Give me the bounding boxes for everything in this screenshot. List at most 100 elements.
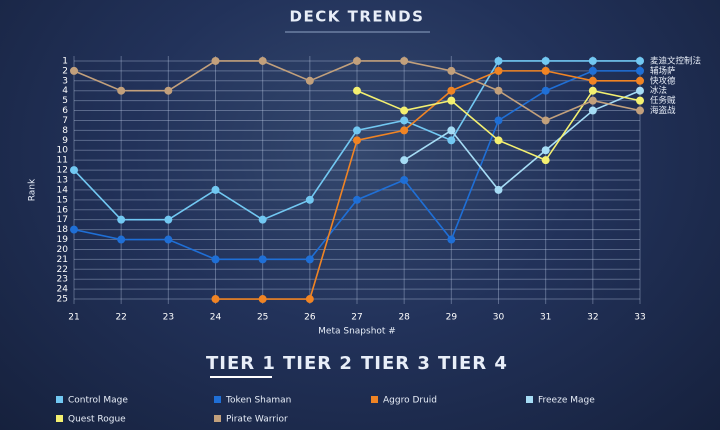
data-point <box>588 66 597 75</box>
data-point <box>258 295 267 304</box>
y-tick-label: 19 <box>57 235 69 245</box>
x-tick-label: 32 <box>587 313 598 323</box>
data-point <box>70 166 78 175</box>
data-point <box>588 76 597 85</box>
tab[interactable]: TIER 2 <box>283 353 353 374</box>
data-point <box>588 56 597 65</box>
data-point <box>258 56 267 65</box>
y-tick-label: 9 <box>62 136 68 146</box>
data-point <box>211 255 220 264</box>
legend-swatch <box>214 396 221 403</box>
data-point <box>400 126 409 135</box>
data-point <box>400 106 409 115</box>
data-point <box>400 56 409 65</box>
x-tick-label: 22 <box>115 313 126 323</box>
legend-swatch <box>526 396 533 403</box>
data-point <box>117 215 126 224</box>
data-point <box>541 86 550 95</box>
data-point <box>636 56 644 65</box>
data-point <box>211 185 220 194</box>
y-tick-label: 21 <box>57 255 68 265</box>
data-point <box>447 235 456 244</box>
data-point <box>305 76 314 85</box>
data-point <box>353 195 361 204</box>
data-point <box>117 86 126 95</box>
y-tick-label: 13 <box>57 176 68 186</box>
y-tick-label: 5 <box>62 96 68 106</box>
data-point <box>353 56 361 65</box>
y-tick-label: 12 <box>57 166 68 176</box>
data-point <box>447 136 456 145</box>
tab[interactable]: TIER 3 <box>361 353 431 374</box>
end-label: 快攻德 <box>650 75 676 86</box>
x-tick-label: 21 <box>68 313 79 323</box>
data-point <box>494 56 503 65</box>
data-point <box>541 66 550 75</box>
data-point <box>305 295 314 304</box>
legend-label: Token Shaman <box>225 396 291 406</box>
data-point <box>588 106 597 115</box>
data-point <box>258 215 267 224</box>
data-point <box>400 116 409 125</box>
data-point <box>541 116 550 125</box>
data-point <box>636 76 644 85</box>
x-tick-label: 23 <box>163 313 174 323</box>
y-tick-label: 8 <box>62 126 68 136</box>
data-point <box>400 156 409 165</box>
data-point <box>636 66 644 75</box>
data-point <box>636 96 644 105</box>
data-point <box>70 66 78 75</box>
data-point <box>164 86 173 95</box>
x-tick-label: 33 <box>634 313 645 323</box>
x-tick-label: 28 <box>398 313 410 323</box>
x-tick-label: 24 <box>210 313 222 323</box>
y-tick-label: 18 <box>57 225 69 235</box>
data-point <box>541 56 550 65</box>
y-tick-label: 6 <box>62 106 68 116</box>
data-point <box>164 235 173 244</box>
data-point <box>541 146 550 155</box>
y-tick-label: 14 <box>57 185 69 195</box>
legend-label: Aggro Druid <box>383 396 437 406</box>
legend-swatch <box>56 415 63 422</box>
tab[interactable]: TIER 4 <box>438 353 508 374</box>
x-axis-title: Meta Snapshot # <box>318 327 396 337</box>
y-tick-label: 25 <box>57 295 68 305</box>
data-point <box>494 86 503 95</box>
data-point <box>541 156 550 165</box>
end-label: 辅场萨 <box>650 65 676 76</box>
end-label: 麦迪文控制法 <box>650 55 701 66</box>
data-point <box>353 136 361 145</box>
data-point <box>353 86 361 95</box>
legend-swatch <box>56 396 63 403</box>
series-line <box>403 89 641 192</box>
y-tick-label: 7 <box>62 116 68 126</box>
y-tick-label: 20 <box>57 245 69 255</box>
x-tick-label: 30 <box>493 313 505 323</box>
y-tick-label: 17 <box>57 215 68 225</box>
data-point <box>494 185 503 194</box>
data-point <box>400 176 409 184</box>
y-tick-label: 1 <box>62 56 68 66</box>
x-tick-label: 27 <box>351 313 362 323</box>
legend-label: Quest Rogue <box>68 415 126 425</box>
x-tick-label: 29 <box>446 313 458 323</box>
data-point <box>588 86 597 95</box>
data-point <box>494 136 503 145</box>
data-point <box>447 66 456 75</box>
chart-title: DECK TRENDS <box>290 8 425 26</box>
tab[interactable]: TIER 1 <box>206 353 276 374</box>
end-label: 任务贼 <box>650 95 676 106</box>
y-tick-label: 22 <box>57 265 68 275</box>
legend-swatch <box>214 415 221 422</box>
data-point <box>588 96 597 105</box>
y-tick-label: 15 <box>57 195 68 205</box>
x-tick-label: 26 <box>304 313 316 323</box>
data-point <box>494 116 503 125</box>
data-point <box>636 106 644 115</box>
y-axis-title: Rank <box>28 178 38 201</box>
end-label: 冰法 <box>650 85 667 96</box>
y-tick-label: 3 <box>62 76 68 86</box>
